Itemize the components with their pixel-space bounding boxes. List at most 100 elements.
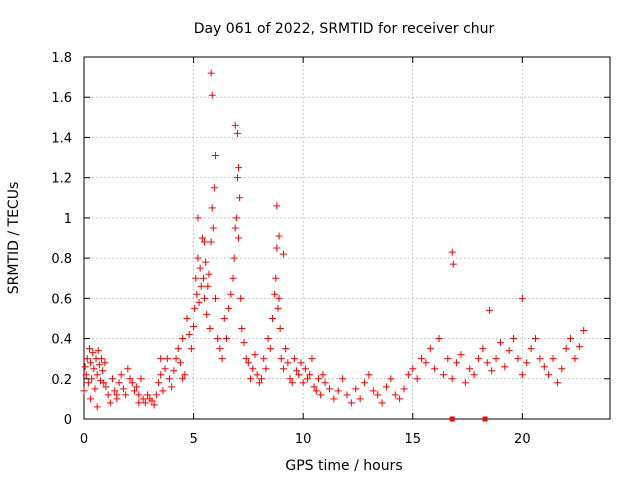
data-point bbox=[449, 260, 457, 268]
tick-labels: 0 0.2 0.4 0.6 0.8 1 1.2 1.4 1.6 1.8 0 5 10 15 20 bbox=[51, 51, 530, 447]
data-point bbox=[273, 202, 281, 210]
data-point bbox=[299, 379, 307, 387]
data-point bbox=[187, 345, 195, 353]
data-point bbox=[119, 385, 127, 393]
data-point bbox=[115, 379, 123, 387]
data-point bbox=[102, 383, 110, 391]
data-point bbox=[282, 345, 290, 353]
data-point bbox=[210, 184, 218, 192]
y-tick-label: 1.6 bbox=[51, 91, 72, 106]
data-point bbox=[293, 367, 301, 375]
data-point bbox=[235, 164, 243, 172]
data-point bbox=[193, 290, 201, 298]
data-point bbox=[191, 304, 199, 312]
chart-title: Day 061 of 2022, SRMTID for receiver chu… bbox=[194, 21, 495, 37]
data-point bbox=[208, 204, 216, 212]
data-point bbox=[271, 290, 279, 298]
data-point bbox=[518, 371, 526, 379]
data-point bbox=[448, 248, 456, 256]
baseline-marker bbox=[482, 416, 488, 422]
data-point bbox=[387, 375, 395, 383]
data-point bbox=[82, 371, 90, 379]
x-tick-label: 0 bbox=[80, 432, 88, 447]
data-point bbox=[87, 395, 95, 403]
data-point bbox=[238, 325, 246, 332]
data-point bbox=[273, 244, 281, 252]
data-point bbox=[262, 365, 270, 373]
data-point bbox=[87, 359, 95, 367]
data-point bbox=[306, 371, 314, 379]
data-point bbox=[549, 355, 557, 363]
data-point bbox=[439, 371, 447, 379]
data-point bbox=[135, 399, 143, 407]
data-point bbox=[567, 335, 575, 343]
data-point bbox=[514, 355, 522, 363]
data-point bbox=[279, 365, 287, 373]
data-point bbox=[260, 355, 268, 363]
data-point bbox=[227, 290, 235, 298]
data-point bbox=[144, 391, 152, 399]
data-point bbox=[172, 355, 180, 363]
data-point bbox=[479, 345, 487, 353]
data-point bbox=[562, 345, 570, 353]
data-point bbox=[242, 355, 250, 363]
y-tick-label: 0.6 bbox=[51, 292, 72, 307]
data-point bbox=[321, 379, 329, 387]
data-point bbox=[130, 387, 138, 395]
data-point bbox=[277, 355, 285, 363]
data-point bbox=[400, 385, 408, 393]
data-point bbox=[435, 335, 443, 343]
data-point bbox=[518, 294, 526, 302]
data-point bbox=[237, 294, 245, 302]
data-point bbox=[108, 375, 116, 383]
data-point bbox=[276, 325, 284, 332]
data-point bbox=[253, 371, 261, 379]
data-point bbox=[531, 335, 539, 343]
data-point bbox=[510, 335, 518, 343]
data-point bbox=[117, 371, 125, 379]
data-point bbox=[236, 194, 244, 202]
data-point bbox=[505, 347, 513, 355]
data-point bbox=[413, 375, 421, 383]
data-point bbox=[113, 391, 121, 399]
data-point bbox=[279, 250, 287, 258]
data-point bbox=[106, 399, 114, 407]
data-point bbox=[197, 282, 205, 290]
data-point bbox=[422, 359, 430, 367]
data-point bbox=[391, 391, 399, 399]
data-point bbox=[235, 234, 243, 242]
data-point bbox=[264, 335, 272, 343]
data-point bbox=[170, 367, 178, 375]
data-point bbox=[91, 385, 99, 393]
y-tick-label: 1.8 bbox=[51, 51, 72, 66]
data-point bbox=[308, 355, 316, 363]
data-point bbox=[485, 306, 493, 314]
data-point bbox=[461, 379, 469, 387]
data-point bbox=[244, 359, 252, 367]
data-point bbox=[199, 274, 207, 282]
data-point bbox=[185, 331, 193, 339]
data-point bbox=[286, 375, 294, 383]
y-tick-label: 1.2 bbox=[51, 172, 72, 187]
grid-layer bbox=[84, 57, 610, 419]
data-point bbox=[111, 387, 119, 395]
data-point bbox=[545, 371, 553, 379]
data-point bbox=[492, 355, 500, 363]
data-point bbox=[301, 365, 309, 373]
data-point bbox=[272, 274, 280, 282]
data-point bbox=[205, 270, 213, 278]
data-point bbox=[258, 375, 266, 383]
data-point bbox=[470, 371, 478, 379]
data-point bbox=[212, 152, 219, 160]
data-point bbox=[571, 355, 579, 363]
x-tick-label: 20 bbox=[514, 432, 531, 447]
data-point bbox=[448, 375, 456, 383]
tick-layer bbox=[83, 56, 610, 420]
data-point bbox=[275, 294, 283, 302]
plot-frame bbox=[83, 56, 611, 420]
data-point bbox=[247, 375, 255, 383]
data-point bbox=[501, 363, 509, 371]
data-point bbox=[343, 391, 351, 399]
data-point bbox=[288, 379, 296, 387]
